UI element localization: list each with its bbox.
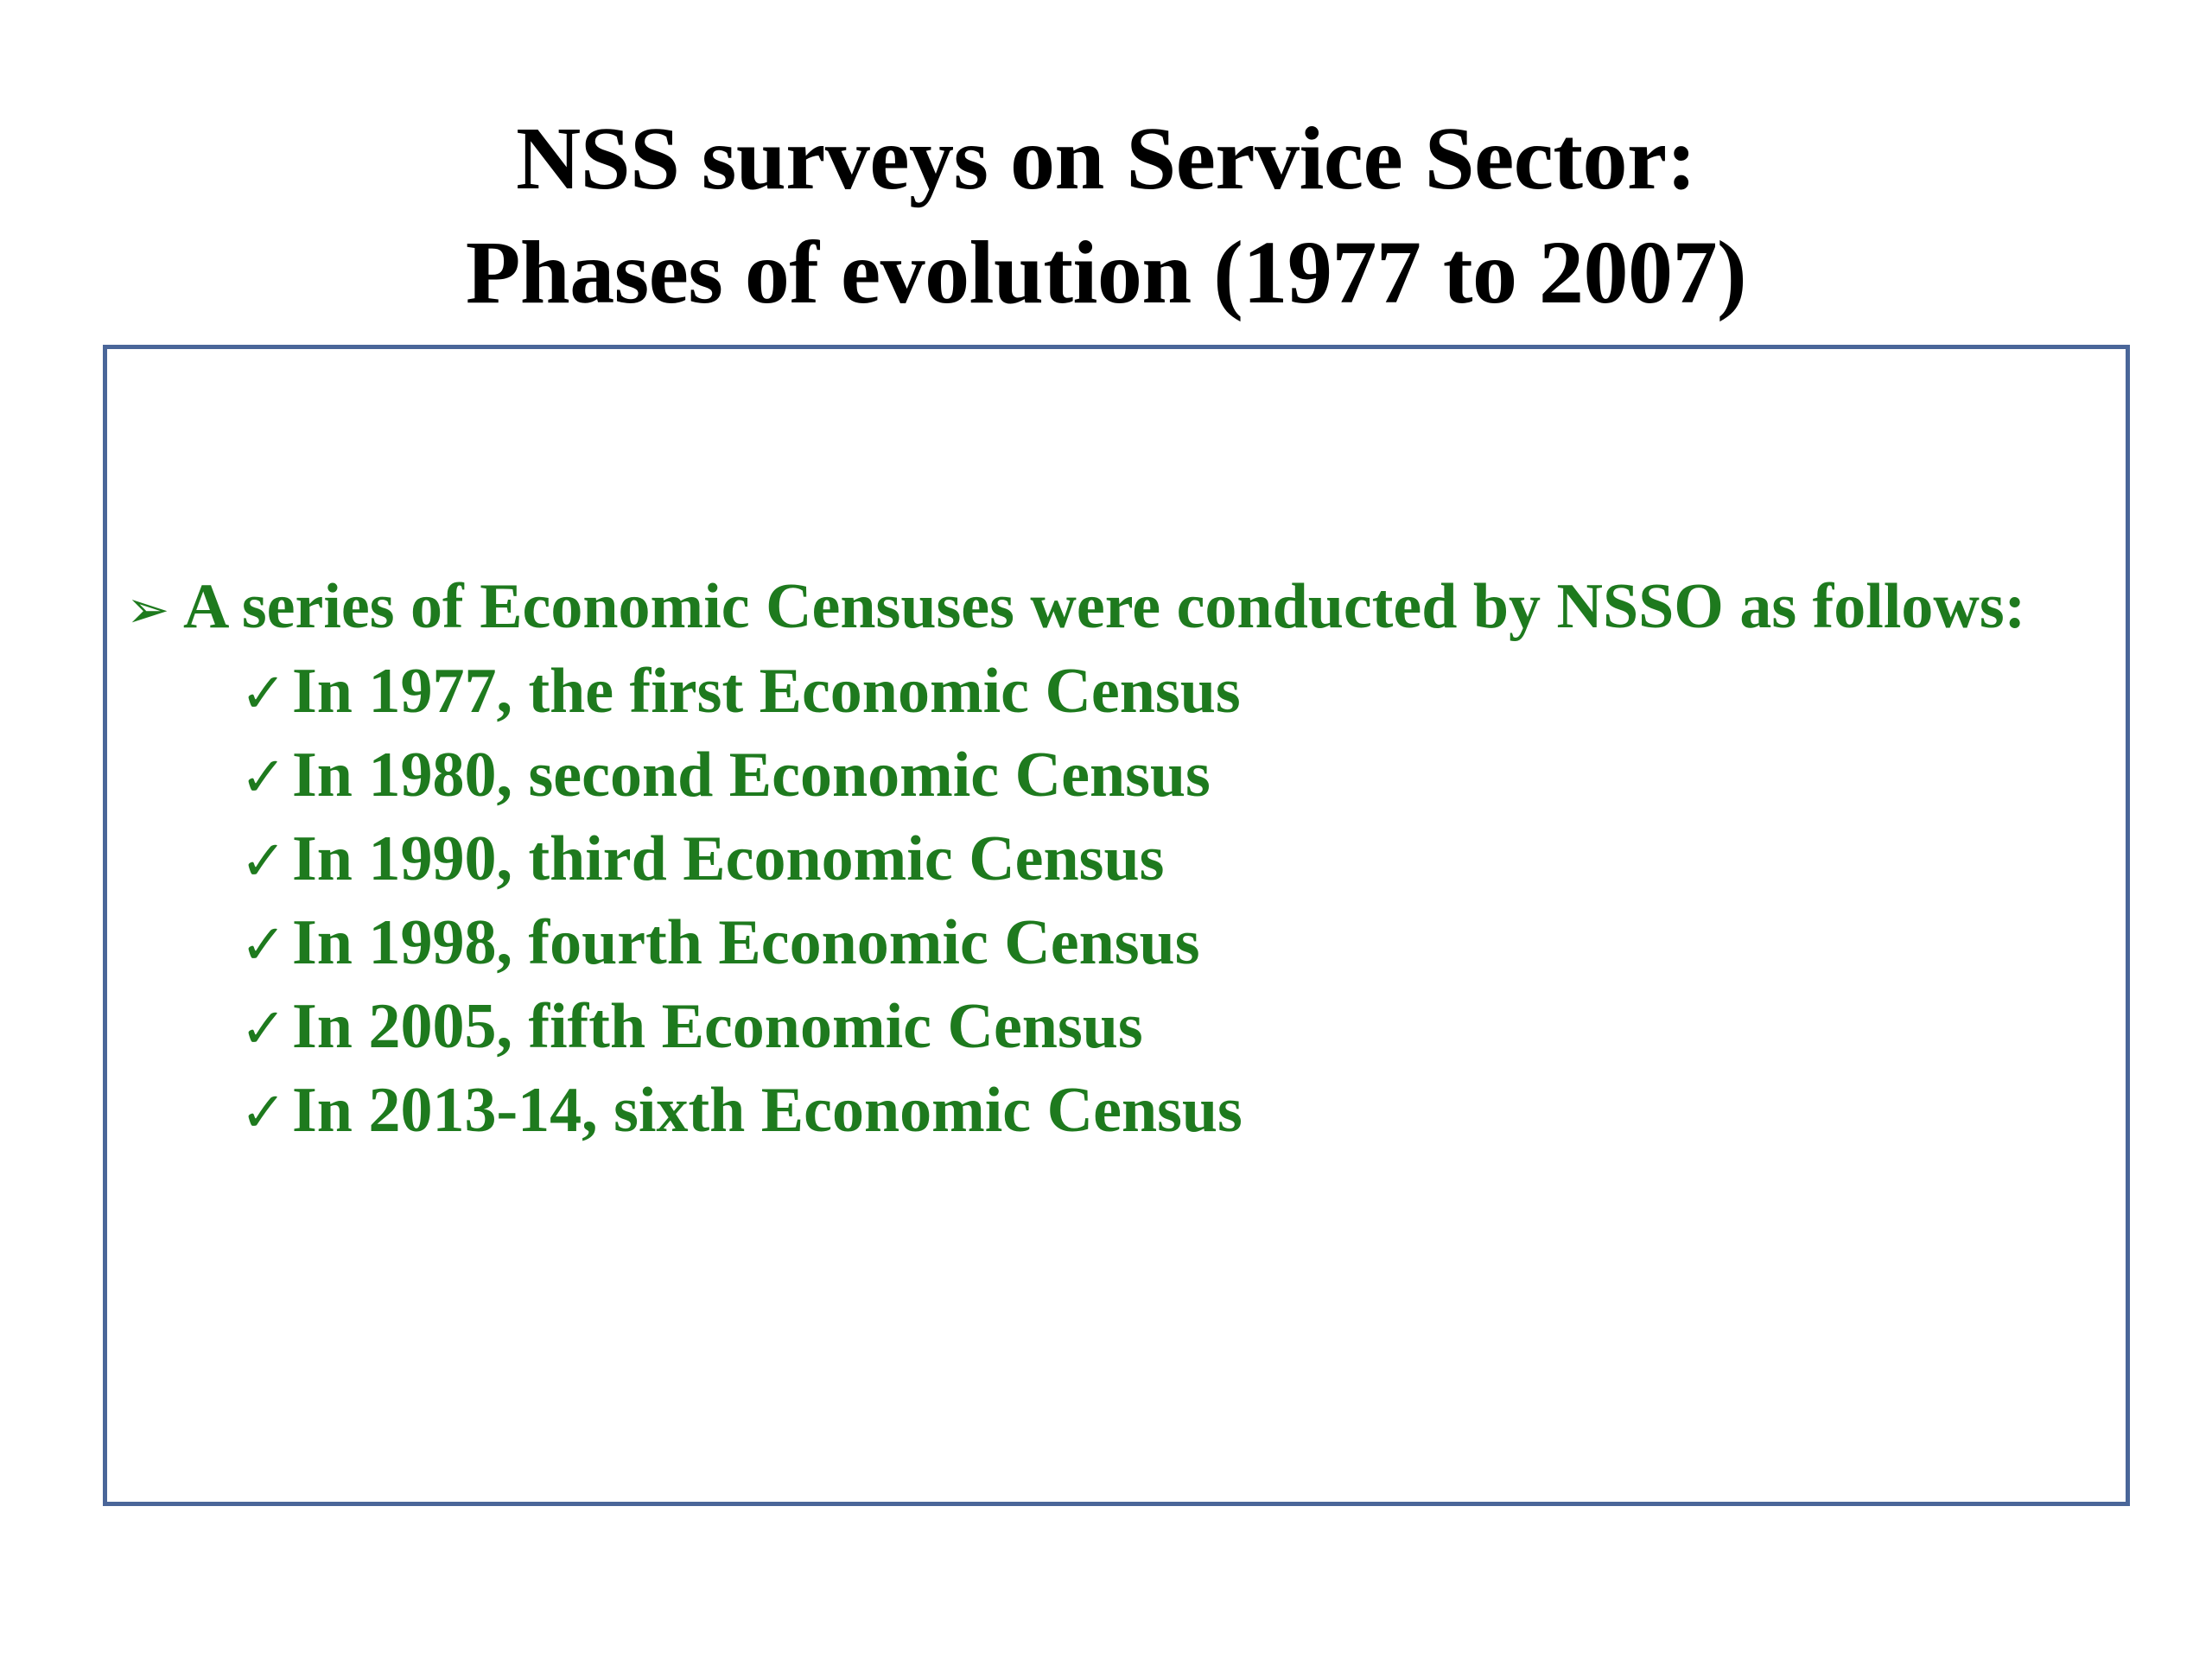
list-item: ✓In 2005, fifth Economic Census	[240, 986, 2109, 1070]
list-item: ✓In 1998, fourth Economic Census	[240, 902, 2109, 986]
content-body: ➢ A series of Economic Censuses were cond…	[126, 566, 2109, 1154]
list-item: ✓In 1977, the first Economic Census	[240, 651, 2109, 734]
list-item: ✓In 1980, second Economic Census	[240, 734, 2109, 818]
arrow-bullet-icon: ➢	[126, 580, 170, 640]
list-item: ✓In 1990, third Economic Census	[240, 818, 2109, 902]
checkmark-icon: ✓	[240, 830, 287, 893]
list-item-text: In 1998, fourth Economic Census	[292, 907, 1200, 978]
checkmark-icon: ✓	[240, 997, 287, 1061]
list-item-text: In 1980, second Economic Census	[292, 740, 1211, 810]
list-item-text: In 1977, the first Economic Census	[292, 656, 1241, 727]
list-item-text: In 2013-14, sixth Economic Census	[292, 1075, 1243, 1146]
content-box	[103, 345, 2130, 1506]
checkmark-icon: ✓	[240, 746, 287, 810]
lead-text: A series of Economic Censuses were condu…	[183, 571, 2026, 642]
title-line-2: Phases of evolution (1977 to 2007)	[465, 223, 1747, 322]
checkmark-icon: ✓	[240, 662, 287, 726]
title-line-1: NSS surveys on Service Sector:	[516, 109, 1696, 208]
checkmark-icon: ✓	[240, 913, 287, 977]
list-item: ✓In 2013-14, sixth Economic Census	[240, 1070, 2109, 1154]
checkmark-icon: ✓	[240, 1081, 287, 1145]
census-list: ✓In 1977, the first Economic Census ✓In …	[126, 651, 2109, 1154]
list-item-text: In 2005, fifth Economic Census	[292, 991, 1143, 1062]
list-item-text: In 1990, third Economic Census	[292, 823, 1165, 894]
lead-paragraph: ➢ A series of Economic Censuses were cond…	[126, 566, 2109, 651]
slide-title: NSS surveys on Service Sector: Phases of…	[0, 102, 2212, 330]
